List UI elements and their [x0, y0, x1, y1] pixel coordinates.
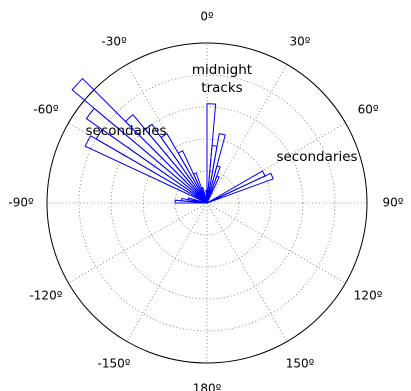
annotation: secondaries [85, 123, 166, 139]
angle-label: 180º [193, 382, 222, 391]
wedge [206, 133, 226, 204]
wedge [206, 170, 266, 204]
annotation: secondaries [276, 149, 357, 165]
angle-label: 30º [290, 34, 311, 48]
wedge [71, 77, 208, 204]
angle-label: 60º [358, 103, 379, 117]
angle-label: -120º [29, 289, 62, 303]
spoke [126, 64, 208, 204]
annotation: tracks [201, 80, 242, 96]
annotation: midnight [192, 62, 252, 78]
ring [78, 74, 336, 332]
angle-label: 90º [383, 196, 404, 210]
spoke [206, 202, 288, 342]
wedge [206, 175, 220, 204]
wedge [187, 197, 208, 204]
wedge [206, 103, 217, 204]
spoke [206, 64, 288, 204]
angle-label: 0º [200, 10, 214, 24]
spoke [206, 202, 346, 284]
wedge [174, 199, 208, 204]
angle-label: 120º [354, 289, 383, 303]
spoke [126, 202, 208, 342]
wedge [200, 186, 208, 204]
angle-label: -150º [98, 357, 131, 371]
wedge [177, 150, 208, 204]
ring [46, 42, 368, 364]
wedge [84, 135, 208, 204]
wedge [180, 197, 208, 204]
spoke [68, 202, 208, 284]
wedge [160, 133, 208, 204]
angle-label: -60º [33, 103, 59, 117]
angle-label: -30º [101, 34, 127, 48]
wedge [192, 172, 208, 204]
wedge [206, 165, 221, 204]
spoke [206, 122, 346, 204]
wedge [124, 114, 208, 204]
angle-label: 150º [286, 357, 315, 371]
angle-label: -90º [8, 196, 34, 210]
wedge [206, 172, 274, 204]
wedge [144, 123, 208, 204]
